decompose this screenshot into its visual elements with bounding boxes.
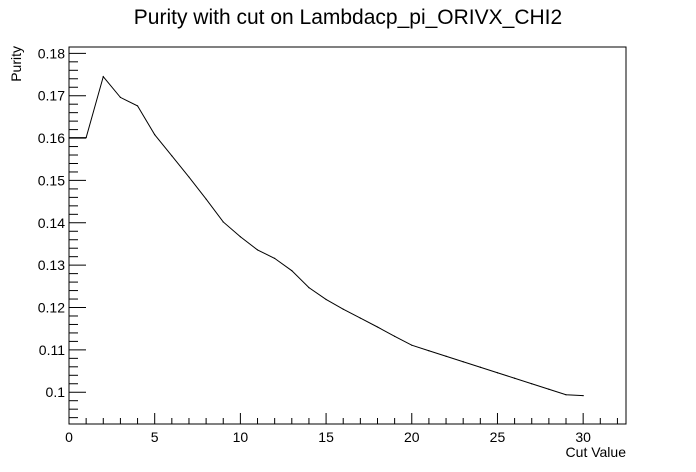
data-point <box>428 350 430 352</box>
y-axis-label: Purity <box>8 46 24 82</box>
data-point <box>154 134 156 136</box>
data-point <box>445 355 447 357</box>
data-point <box>136 105 139 107</box>
y-axis-ticks: 0.1 0.11 0.12 0.13 0.14 0.15 0.16 0.17 0.18 <box>38 45 86 419</box>
y-tick-label: 0.15 <box>38 172 65 188</box>
data-point <box>171 155 173 157</box>
x-tick-label: 5 <box>151 429 159 445</box>
plot-frame <box>68 46 627 425</box>
y-tick-label: 0.1 <box>46 384 66 400</box>
data-point <box>119 96 122 99</box>
data-point <box>308 287 310 289</box>
y-tick-label: 0.12 <box>38 300 65 316</box>
y-tick-label: 0.18 <box>38 45 65 61</box>
data-point <box>496 372 499 374</box>
data-point <box>291 270 293 272</box>
y-tick-label: 0.13 <box>38 257 65 273</box>
data-point <box>274 257 276 259</box>
y-tick-label: 0.11 <box>39 342 65 358</box>
data-point <box>582 395 584 397</box>
data-point <box>325 298 327 301</box>
data-point <box>359 317 361 319</box>
data-point <box>462 361 464 363</box>
series-layer <box>69 75 584 397</box>
x-tick-label: 20 <box>404 429 420 445</box>
x-tick-label: 30 <box>575 429 591 445</box>
data-point <box>479 366 481 368</box>
data-point <box>342 308 344 310</box>
data-point <box>188 176 190 178</box>
data-point <box>102 76 104 78</box>
data-point <box>222 221 224 223</box>
data-point <box>514 377 516 379</box>
x-tick-label: 10 <box>233 429 249 445</box>
data-point <box>256 249 259 251</box>
data-point <box>411 344 413 346</box>
y-tick-label: 0.14 <box>38 215 65 231</box>
x-tick-label: 15 <box>318 429 334 445</box>
x-tick-label: 25 <box>490 429 506 445</box>
data-point <box>205 198 207 200</box>
data-point <box>394 335 396 337</box>
data-point <box>548 388 550 390</box>
data-point <box>531 383 533 385</box>
data-point <box>376 326 379 328</box>
y-tick-label: 0.16 <box>38 130 65 146</box>
data-point <box>239 236 241 238</box>
x-axis-ticks: 0 5 10 15 20 25 30 <box>65 413 618 445</box>
data-point <box>85 137 87 139</box>
chart-title: Purity with cut on Lambdacp_pi_ORIVX_CHI… <box>134 6 562 29</box>
purity-line <box>69 75 584 397</box>
data-point <box>565 394 567 396</box>
y-tick-label: 0.17 <box>38 88 65 104</box>
x-axis-label: Cut Value <box>566 444 627 460</box>
x-tick-label: 0 <box>65 429 73 445</box>
